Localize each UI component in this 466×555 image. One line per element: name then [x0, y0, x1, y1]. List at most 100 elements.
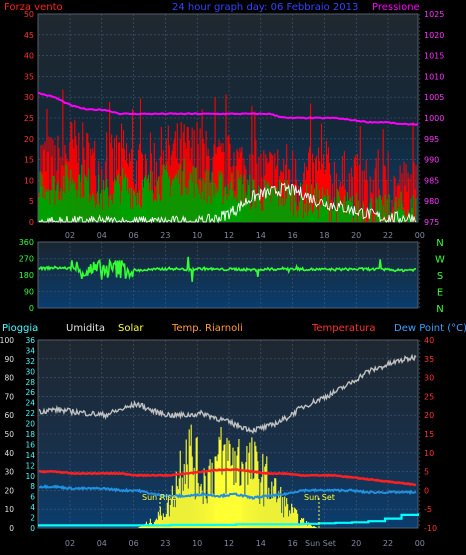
hour-tick-label: 23: [160, 539, 170, 548]
dir-tick-label: 0: [29, 304, 34, 313]
wind-tick-label: 40: [24, 52, 34, 61]
rain-tick-label: 32: [25, 357, 35, 366]
pressure-tick-label: 990: [424, 156, 439, 165]
pressure-tick-label: 1025: [424, 10, 444, 19]
sunrise-label: Sun Rise: [142, 493, 177, 502]
humidity-tick-label: 40: [4, 449, 14, 458]
dir-tick-label: 90: [24, 288, 34, 297]
wind-direction-line: [38, 256, 417, 282]
compass-label: E: [437, 288, 443, 299]
wind-tick-label: 10: [24, 176, 34, 185]
hour-tick-label: 02: [65, 539, 75, 548]
temperature-series: [38, 353, 420, 528]
rain-tick-label: 14: [25, 451, 35, 460]
wind-tick-label: 15: [24, 156, 34, 165]
pressure-tick-label: 1000: [424, 114, 444, 123]
pressure-tick-label: 985: [424, 176, 439, 185]
hour-tick-label: 16: [288, 231, 298, 240]
compass-label: N: [436, 304, 443, 315]
pressure-tick-label: 995: [424, 135, 439, 144]
humidity-tick-label: 50: [4, 430, 14, 439]
temp-tick-label: 5: [424, 468, 429, 477]
rain-tick-label: 34: [25, 346, 35, 355]
hour-tick-label: 04: [97, 231, 107, 240]
wind-pressure-axes: 0510152025303540455097598098599099510001…: [24, 10, 445, 240]
humidity-tick-label: 60: [4, 411, 14, 420]
wind-tick-label: 0: [29, 218, 34, 227]
temp-tick-label: 20: [424, 411, 434, 420]
legend-solar: Solar: [118, 323, 144, 334]
rain-tick-label: 0: [30, 524, 35, 533]
rain-tick-label: 10: [25, 472, 35, 481]
rain-tick-label: 26: [25, 388, 35, 397]
temp-tick-label: 40: [424, 336, 434, 345]
temp-tick-label: 30: [424, 374, 434, 383]
white-trace-line: [38, 182, 417, 224]
pressure-tick-label: 1005: [424, 93, 444, 102]
pressure-tick-label: 975: [424, 218, 439, 227]
rain-tick-label: 24: [25, 399, 35, 408]
wind-tick-label: 30: [24, 93, 34, 102]
pressure-tick-label: 1010: [424, 72, 444, 81]
temp-tick-label: -10: [424, 524, 437, 533]
hour-tick-label: 10: [192, 231, 202, 240]
legend-dewpoint: Dew Point (°C): [394, 323, 466, 334]
temp-tick-label: 25: [424, 392, 434, 401]
pressure-title: Pressione: [372, 2, 420, 13]
hour-tick-label: 18: [319, 231, 329, 240]
hour-tick-label: 23: [160, 231, 170, 240]
pressure-tick-label: 1015: [424, 52, 444, 61]
humidity-tick-label: 80: [4, 374, 14, 383]
rain-tick-label: 18: [25, 430, 35, 439]
temperature-line: [39, 467, 417, 487]
hour-tick-label: 10: [192, 539, 202, 548]
wind-direction-series: [38, 256, 417, 282]
wind-tick-label: 20: [24, 135, 34, 144]
rain-tick-label: 22: [25, 409, 35, 418]
wind-tick-label: 45: [24, 31, 34, 40]
hour-tick-label: 22: [383, 231, 393, 240]
temp-tick-label: 35: [424, 355, 434, 364]
humidity-tick-label: 30: [4, 468, 14, 477]
humidity-tick-label: 0: [9, 524, 14, 533]
legend-humidity: Umidita: [66, 323, 105, 334]
wind-tick-label: 50: [24, 10, 34, 19]
humidity-tick-label: 70: [4, 392, 14, 401]
humidity-tick-label: 20: [4, 486, 14, 495]
hour-tick-label: 20: [351, 539, 361, 548]
wind-title: Forza vento: [4, 2, 63, 13]
rain-tick-label: 4: [30, 503, 35, 512]
chart-title: 24 hour graph day: 06 Febbraio 2013: [172, 2, 358, 13]
temperature-axes: -10-505101520253035400102030405060708090…: [0, 336, 437, 548]
temp-tick-label: -5: [424, 505, 432, 514]
hour-tick-label: 14: [256, 539, 266, 548]
wind-tick-label: 25: [24, 114, 34, 123]
humidity-tick-label: 100: [0, 336, 14, 345]
hour-tick-label: 14: [256, 231, 266, 240]
rain-tick-label: 6: [30, 493, 35, 502]
hour-tick-label: 04: [97, 539, 107, 548]
wind-pressure-series: [37, 89, 419, 224]
compass-label: S: [437, 271, 443, 282]
legend-indoor-temp: Temp. Riarnoli: [171, 323, 243, 334]
rain-tick-label: 12: [25, 461, 35, 470]
rain-tick-label: 20: [25, 420, 35, 429]
dir-tick-label: 360: [19, 238, 34, 247]
rain-tick-label: 30: [25, 367, 35, 376]
hour-tick-label: 06: [129, 539, 139, 548]
hour-tick-label: 02: [65, 231, 75, 240]
hour-tick-label: 22: [383, 539, 393, 548]
hour-tick-label: 12: [224, 231, 234, 240]
compass-label: N: [436, 238, 443, 249]
hour-tick-label: 00: [415, 231, 425, 240]
rain-line: [38, 513, 420, 527]
compass-label: W: [435, 255, 445, 266]
temp-tick-label: 15: [424, 430, 434, 439]
wind-tick-label: 35: [24, 72, 34, 81]
rain-tick-label: 2: [30, 514, 35, 523]
temp-tick-label: 0: [424, 486, 429, 495]
rain-tick-label: 16: [25, 440, 35, 449]
dir-tick-label: 180: [19, 271, 34, 280]
legend-temperature: Temperatura: [311, 323, 376, 334]
